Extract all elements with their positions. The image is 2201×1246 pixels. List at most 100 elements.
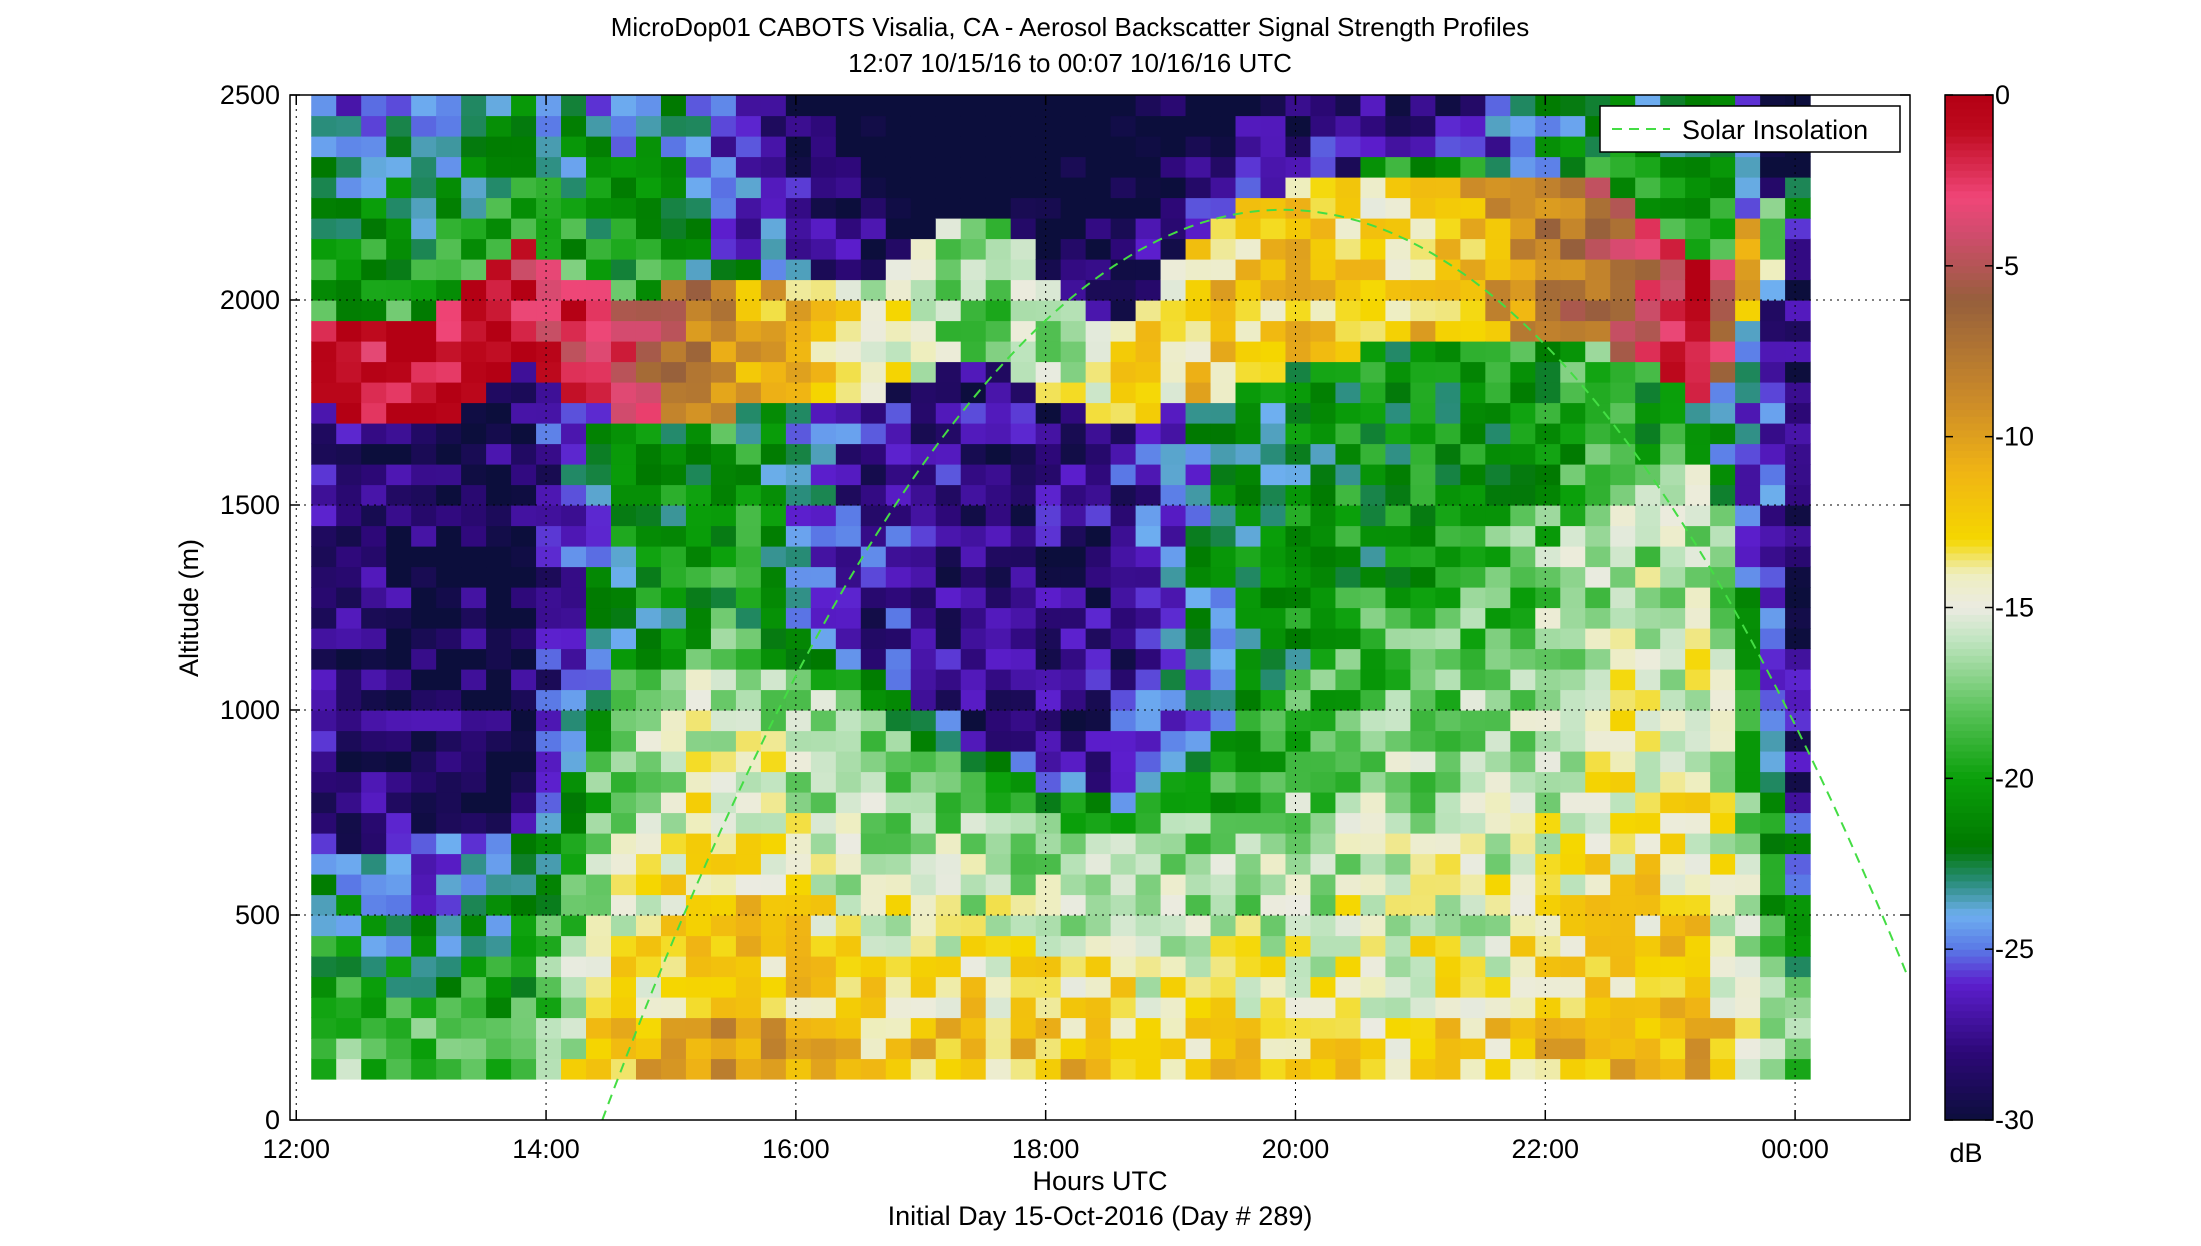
- heatmap-cell: [1435, 1058, 1461, 1080]
- heatmap-cell: [685, 566, 712, 588]
- heatmap-cell: [785, 136, 812, 158]
- heatmap-cell: [336, 320, 362, 342]
- heatmap-cell: [486, 1038, 512, 1060]
- heatmap-cell: [311, 279, 337, 301]
- heatmap-cell: [561, 894, 587, 916]
- heatmap-cell: [960, 874, 987, 896]
- heatmap-cell: [486, 341, 512, 363]
- heatmap-cell: [660, 238, 687, 260]
- heatmap-cell: [486, 156, 512, 178]
- heatmap-cell: [1735, 464, 1761, 486]
- heatmap-cell: [1110, 771, 1137, 793]
- heatmap-cell: [311, 238, 337, 260]
- heatmap-cell: [710, 156, 737, 178]
- colorbar-swatch: [1945, 177, 1993, 185]
- heatmap-cell: [1560, 177, 1586, 199]
- heatmap-cell: [1010, 710, 1037, 732]
- heatmap-cell: [810, 976, 837, 998]
- heatmap-cell: [386, 628, 412, 650]
- heatmap-cell: [486, 648, 512, 670]
- heatmap-cell: [1135, 997, 1162, 1019]
- heatmap-cell: [1335, 156, 1362, 178]
- heatmap-cell: [411, 464, 437, 486]
- heatmap-cell: [1335, 525, 1362, 547]
- heatmap-cell: [1335, 607, 1362, 629]
- heatmap-cell: [1035, 997, 1062, 1019]
- colorbar-swatch: [1945, 450, 1993, 458]
- heatmap-cell: [1460, 710, 1486, 732]
- heatmap-cell: [1685, 218, 1711, 240]
- heatmap-cell: [1485, 136, 1511, 158]
- heatmap-cell: [561, 320, 587, 342]
- heatmap-cell: [1460, 935, 1486, 957]
- heatmap-cell: [1385, 320, 1411, 342]
- heatmap-cell: [611, 710, 637, 732]
- heatmap-cell: [1485, 238, 1511, 260]
- heatmap-cell: [685, 751, 712, 773]
- heatmap-cell: [611, 177, 637, 199]
- heatmap-cell: [1560, 382, 1586, 404]
- heatmap-cell: [985, 976, 1012, 998]
- heatmap-cell: [1635, 341, 1661, 363]
- heatmap-cell: [1235, 484, 1262, 506]
- heatmap-cell: [1085, 607, 1112, 629]
- heatmap-cell: [1610, 177, 1636, 199]
- heatmap-cell: [1785, 320, 1811, 342]
- heatmap-cell: [835, 1017, 862, 1039]
- heatmap-cell: [1135, 484, 1162, 506]
- heatmap-cell: [511, 361, 537, 383]
- heatmap-cell: [1235, 976, 1262, 998]
- heatmap-cell: [1335, 423, 1362, 445]
- heatmap-cell: [1310, 136, 1337, 158]
- heatmap-cell: [436, 566, 462, 588]
- heatmap-cell: [411, 300, 437, 322]
- heatmap-cell: [536, 259, 562, 281]
- heatmap-cell: [635, 833, 662, 855]
- heatmap-cell: [1385, 156, 1411, 178]
- heatmap-cell: [1310, 935, 1337, 957]
- heatmap-cell: [1660, 546, 1686, 568]
- heatmap-cell: [561, 443, 587, 465]
- heatmap-cell: [586, 792, 612, 814]
- heatmap-cell: [1310, 218, 1337, 240]
- heatmap-cell: [1510, 320, 1536, 342]
- heatmap-cell: [1460, 423, 1486, 445]
- heatmap-cell: [386, 279, 412, 301]
- heatmap-cell: [1085, 628, 1112, 650]
- heatmap-cell: [536, 935, 562, 957]
- heatmap-cell: [1135, 320, 1162, 342]
- colorbar-swatch: [1945, 942, 1993, 950]
- heatmap-cell: [1085, 279, 1112, 301]
- heatmap-cell: [1235, 156, 1262, 178]
- heatmap-cell: [635, 997, 662, 1019]
- heatmap-cell: [1385, 361, 1411, 383]
- heatmap-cell: [511, 566, 537, 588]
- heatmap-cell: [635, 546, 662, 568]
- heatmap-cell: [1210, 279, 1237, 301]
- heatmap-cell: [735, 566, 762, 588]
- heatmap-cell: [1210, 320, 1237, 342]
- heatmap-cell: [611, 730, 637, 752]
- heatmap-cell: [1310, 1038, 1337, 1060]
- heatmap-cell: [1435, 402, 1461, 424]
- heatmap-cell: [760, 894, 787, 916]
- heatmap-cell: [411, 669, 437, 691]
- heatmap-cell: [1535, 423, 1561, 445]
- colorbar-swatch: [1945, 826, 1993, 834]
- heatmap-cell: [1260, 361, 1287, 383]
- heatmap-cell: [1160, 382, 1187, 404]
- heatmap-cell: [361, 115, 387, 137]
- heatmap-cell: [1410, 402, 1436, 424]
- heatmap-cell: [685, 402, 712, 424]
- heatmap-cell: [760, 648, 787, 670]
- heatmap-cell: [1060, 546, 1087, 568]
- heatmap-cell: [1260, 771, 1287, 793]
- heatmap-cell: [1035, 833, 1062, 855]
- heatmap-cell: [311, 341, 337, 363]
- heatmap-cell: [1260, 402, 1287, 424]
- heatmap-cell: [1110, 607, 1137, 629]
- heatmap-cell: [361, 505, 387, 527]
- heatmap-cell: [660, 915, 687, 937]
- colorbar-tick-label: -30: [1995, 1105, 2034, 1135]
- heatmap-cell: [611, 443, 637, 465]
